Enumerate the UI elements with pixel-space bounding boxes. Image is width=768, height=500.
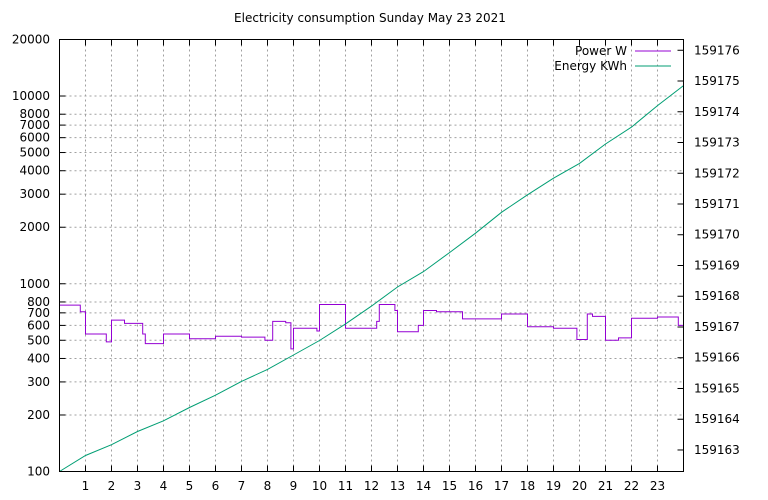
x-tick-label: 1 [82,479,90,493]
x-tick-label: 16 [468,479,483,493]
y-left-tick-label: 10000 [12,89,50,103]
x-tick-label: 3 [134,479,142,493]
y-right-tick-label: 159176 [694,43,740,57]
x-tick-label: 21 [598,479,613,493]
x-tick-label: 12 [364,479,379,493]
y-left-tick-label: 6000 [19,131,50,145]
y-left-tick-label: 700 [27,306,50,320]
grid [59,39,684,472]
x-tick-label: 22 [624,479,639,493]
y-right-tick-label: 159174 [694,105,740,119]
y-left-tick-label: 400 [27,351,50,365]
legend-label: Power W [575,44,627,58]
x-tick-label: 18 [520,479,535,493]
y-right-tick-label: 159173 [694,136,740,150]
y-left-tick-label: 2000 [19,220,50,234]
y-right-tick-label: 159167 [694,320,740,334]
y-left-tick-label: 800 [27,295,50,309]
chart-title: Electricity consumption Sunday May 23 20… [234,11,506,25]
y-right-tick-label: 159164 [694,412,740,426]
x-tick-label: 20 [572,479,587,493]
series-line [59,85,684,472]
y-right-tick-label: 159165 [694,381,740,395]
y-right-tick-label: 159169 [694,258,740,272]
x-tick-label: 23 [650,479,665,493]
y-left-tick-label: 200 [27,408,50,422]
y-left-tick-label: 4000 [19,164,50,178]
series-layer [59,85,684,472]
y-left-tick-label: 7000 [19,118,50,132]
x-tick-label: 13 [390,479,405,493]
x-tick-label: 9 [290,479,298,493]
y-right-tick-label: 159168 [694,289,740,303]
y-left-tick-label: 3000 [19,187,50,201]
y-left-tick-label: 5000 [19,146,50,160]
y-left-tick-label: 20000 [12,33,50,47]
x-tick-label: 11 [338,479,353,493]
y-left-tick-label: 1000 [19,277,50,291]
x-tick-label: 7 [238,479,246,493]
x-tick-label: 2 [108,479,116,493]
x-tick-label: 8 [264,479,272,493]
y-right-tick-label: 159166 [694,351,740,365]
y-left-tick-label: 300 [27,375,50,389]
y-right-tick-label: 159163 [694,443,740,457]
y-left-tick-label: 500 [27,333,50,347]
x-tick-label: 15 [442,479,457,493]
x-tick-label: 4 [160,479,168,493]
y-right-tick-label: 159175 [694,74,740,88]
x-tick-label: 10 [312,479,327,493]
y-left-tick-label: 600 [27,318,50,332]
x-tick-label: 6 [212,479,220,493]
x-tick-label: 5 [186,479,194,493]
legend-label: Energy KWh [554,59,627,73]
x-tick-label: 17 [494,479,509,493]
series-line [59,304,684,350]
x-tick-label: 14 [416,479,431,493]
y-right-tick-label: 159170 [694,228,740,242]
y-right-tick-label: 159172 [694,166,740,180]
y-left-tick-label: 8000 [19,107,50,121]
y-left-tick-label: 100 [27,465,50,479]
ticks: 1 2 3 4 5 6 7 8 9 10 11 12 13 14 15 16 17 18 19 20 21 22 23100… [12,33,740,494]
x-tick-label: 19 [546,479,561,493]
y-right-tick-label: 159171 [694,197,740,211]
